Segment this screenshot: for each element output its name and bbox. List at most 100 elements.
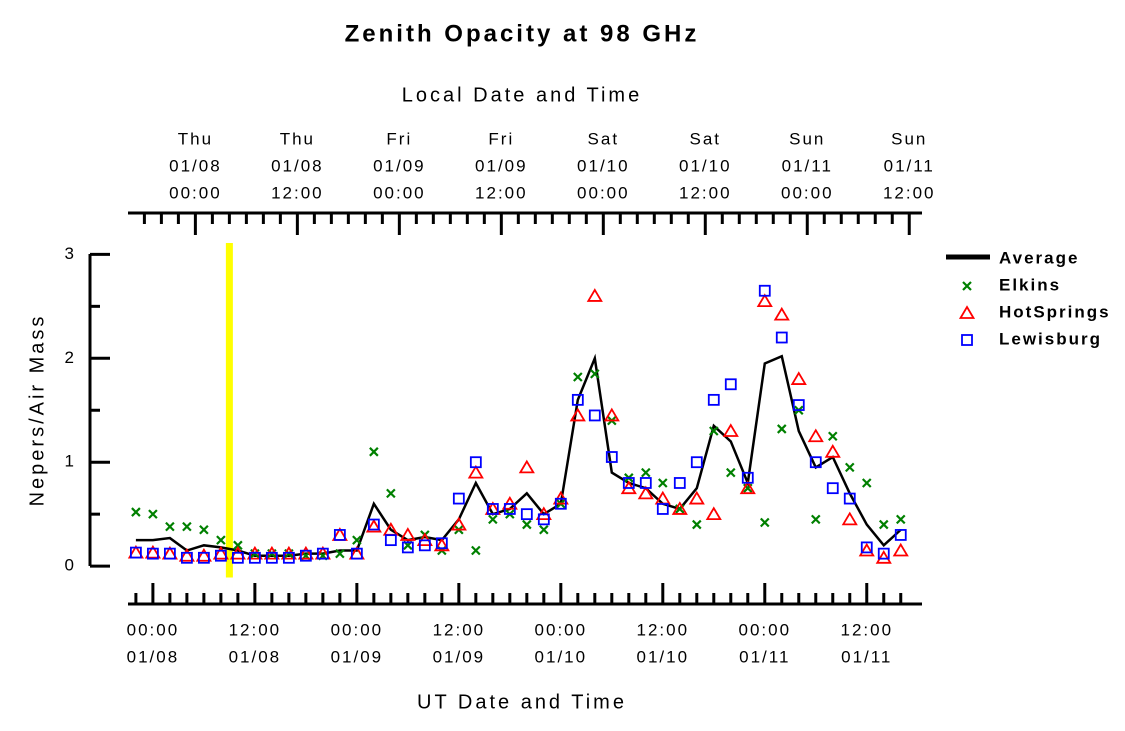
x-tick-label: 01/09 bbox=[433, 647, 486, 666]
triangle-marker bbox=[671, 501, 688, 515]
top-tick-label: 01/10 bbox=[577, 156, 630, 175]
x-tick-label: 00:00 bbox=[739, 620, 792, 639]
top-tick-label: Fri bbox=[488, 129, 514, 148]
square-marker bbox=[843, 492, 856, 505]
x-tick-label: 01/09 bbox=[331, 647, 384, 666]
square-marker bbox=[486, 503, 499, 515]
triangle-marker bbox=[790, 371, 807, 385]
x-stroke bbox=[760, 517, 770, 528]
legend-swatch bbox=[961, 334, 973, 346]
x-tick-label: 01/11 bbox=[841, 647, 892, 666]
x-stroke bbox=[352, 535, 362, 545]
x-tick-label: 00:00 bbox=[535, 620, 588, 639]
x-stroke bbox=[895, 514, 906, 525]
x-stroke bbox=[131, 507, 141, 517]
triangle-marker bbox=[688, 490, 705, 505]
x-marker bbox=[895, 514, 906, 525]
y-tick-label: 0 bbox=[65, 556, 76, 575]
triangle-marker bbox=[450, 516, 467, 531]
x-stroke bbox=[726, 467, 736, 478]
x-marker bbox=[760, 517, 770, 528]
top-tick-label: 12:00 bbox=[271, 183, 324, 202]
top-tick-label: 00:00 bbox=[781, 183, 834, 202]
top-tick-label: Fri bbox=[386, 129, 412, 148]
square-marker bbox=[520, 508, 533, 521]
legend-swatch bbox=[962, 281, 972, 291]
square-marker bbox=[809, 456, 822, 469]
square-marker bbox=[554, 497, 567, 510]
square-marker bbox=[588, 409, 601, 422]
top-tick-label: 00:00 bbox=[373, 183, 426, 202]
x-tick-label: 00:00 bbox=[331, 620, 384, 639]
top-tick-label: 12:00 bbox=[475, 183, 528, 202]
x-stroke bbox=[471, 545, 481, 556]
x-stroke bbox=[522, 519, 532, 530]
x-stroke bbox=[658, 478, 668, 488]
x-stroke bbox=[165, 521, 175, 532]
triangle-marker bbox=[518, 459, 535, 474]
legend-label: HotSprings bbox=[999, 302, 1111, 321]
top-tick-label: Thu bbox=[178, 129, 213, 148]
square-marker bbox=[163, 547, 176, 560]
x-tick-label: 12:00 bbox=[840, 620, 893, 639]
square-marker bbox=[384, 534, 397, 547]
x-marker bbox=[776, 424, 787, 434]
legend-label: Elkins bbox=[999, 275, 1061, 294]
x-stroke bbox=[878, 519, 889, 530]
x-marker bbox=[233, 540, 243, 551]
x-stroke bbox=[810, 514, 821, 525]
triangle-marker bbox=[297, 545, 314, 560]
square-marker bbox=[418, 539, 431, 552]
x-marker bbox=[539, 524, 549, 535]
x-marker bbox=[810, 514, 821, 525]
x-stroke bbox=[844, 462, 855, 473]
top-tick-label: 12:00 bbox=[883, 183, 936, 202]
x-tick-label: 12:00 bbox=[229, 620, 282, 639]
triangle-marker bbox=[892, 542, 909, 557]
square-marker bbox=[571, 393, 584, 406]
x-stroke bbox=[148, 509, 158, 519]
x-marker bbox=[182, 521, 192, 532]
triangle-marker bbox=[144, 544, 161, 559]
x-tick-label: 00:00 bbox=[127, 620, 180, 639]
top-tick-label: Sat bbox=[588, 129, 620, 148]
legend-label: Average bbox=[999, 248, 1079, 267]
triangle-marker bbox=[875, 550, 892, 564]
y-tick-label: 2 bbox=[65, 348, 76, 367]
x-marker bbox=[386, 488, 396, 499]
square-marker bbox=[877, 547, 890, 560]
triangle-marker bbox=[178, 547, 195, 562]
x-stroke bbox=[369, 447, 379, 457]
x-marker bbox=[827, 431, 838, 442]
square-marker bbox=[435, 537, 448, 550]
x-stroke bbox=[216, 535, 226, 545]
y-axis-title: Nepers/Air Mass bbox=[26, 314, 48, 507]
triangle-marker bbox=[807, 428, 824, 443]
x-stroke bbox=[488, 514, 498, 525]
triangle-marker bbox=[756, 293, 773, 308]
x-stroke bbox=[386, 488, 396, 499]
square-marker bbox=[826, 482, 839, 495]
legend-label: Lewisburg bbox=[999, 329, 1102, 348]
y-tick-label: 3 bbox=[65, 244, 76, 263]
x-marker bbox=[165, 521, 175, 532]
triangle-marker bbox=[773, 306, 790, 321]
square-marker bbox=[197, 551, 210, 564]
x-axis-title: UT Date and Time bbox=[417, 691, 627, 713]
top-tick-label: 01/10 bbox=[679, 156, 732, 175]
top-tick-label: Sun bbox=[891, 129, 927, 148]
square-marker bbox=[350, 547, 363, 560]
square-marker bbox=[503, 503, 516, 515]
x-stroke bbox=[709, 426, 719, 436]
average-line bbox=[135, 353, 902, 557]
square-marker bbox=[265, 551, 278, 564]
x-marker bbox=[709, 426, 719, 436]
triangle-marker bbox=[569, 407, 586, 422]
triangle-marker bbox=[195, 547, 212, 562]
x-marker bbox=[861, 478, 872, 488]
top-tick-label: 01/08 bbox=[271, 156, 324, 175]
square-marker bbox=[792, 399, 805, 411]
legend-swatch bbox=[958, 305, 976, 319]
x-stroke bbox=[182, 521, 192, 532]
